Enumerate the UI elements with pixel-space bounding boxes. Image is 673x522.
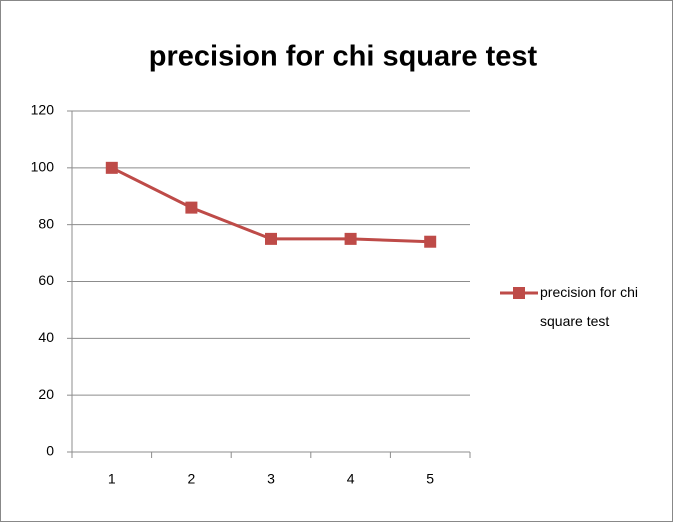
x-tick-label: 2 (188, 471, 196, 487)
x-tick-label: 5 (426, 471, 434, 487)
chart-title: precision for chi square test (149, 41, 538, 73)
x-tick-label: 4 (347, 471, 355, 487)
marker (424, 235, 437, 248)
y-tick-label: 20 (38, 386, 54, 402)
y-tick-label: 60 (38, 272, 54, 288)
y-tick-label: 100 (31, 159, 55, 175)
legend-marker (513, 287, 525, 299)
y-tick-label: 120 (31, 102, 55, 118)
marker (344, 232, 357, 245)
y-tick-label: 0 (46, 443, 54, 459)
marker (185, 201, 198, 214)
y-tick-label: 80 (38, 215, 54, 231)
y-tick-label: 40 (38, 329, 54, 345)
x-tick-label: 1 (108, 471, 116, 487)
marker (265, 232, 277, 245)
marker (105, 161, 118, 174)
x-tick-label: 3 (267, 471, 275, 487)
legend-label: precision for chi square test (540, 284, 639, 329)
legend-text: precision for chi square test (540, 284, 639, 329)
